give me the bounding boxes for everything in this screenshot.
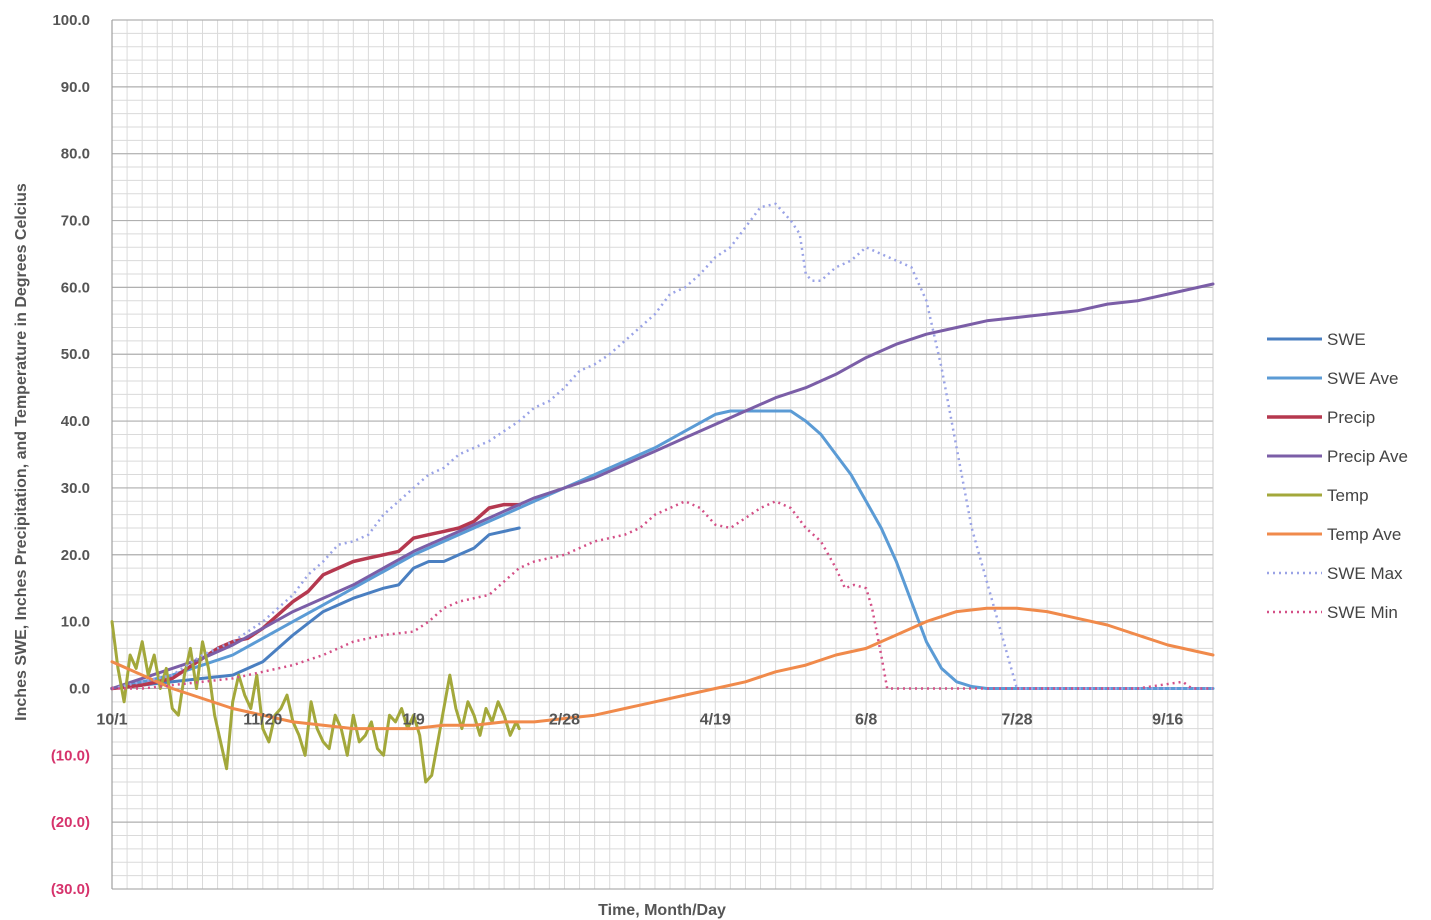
x-tick-label: 9/16 bbox=[1152, 711, 1183, 728]
x-tick-label: 2/28 bbox=[549, 711, 580, 728]
x-tick-label: 10/1 bbox=[96, 711, 127, 728]
major-gridlines bbox=[111, 19, 1214, 890]
legend-label-swe-min: SWE Min bbox=[1327, 603, 1398, 622]
y-tick-label: 60.0 bbox=[61, 279, 90, 296]
x-tick-label: 11/20 bbox=[243, 711, 282, 728]
x-axis-label: Time, Month/Day bbox=[598, 902, 726, 919]
x-tick-label: 1/9 bbox=[403, 711, 425, 728]
y-tick-label: 20.0 bbox=[61, 547, 90, 564]
y-tick-label: 70.0 bbox=[61, 213, 90, 230]
y-tick-label: 100.0 bbox=[52, 12, 90, 29]
minor-gridlines bbox=[111, 19, 1214, 890]
x-tick-label: 6/8 bbox=[855, 711, 877, 728]
y-tick-label: 50.0 bbox=[61, 346, 90, 363]
legend-label-swe-ave: SWE Ave bbox=[1327, 369, 1399, 388]
legend-label-temp: Temp bbox=[1327, 486, 1369, 505]
x-tick-label: 4/19 bbox=[700, 711, 731, 728]
series-line-temp bbox=[110, 620, 521, 784]
y-tick-label: (30.0) bbox=[51, 881, 90, 898]
y-tick-label: 90.0 bbox=[61, 79, 90, 96]
series-line-swe-max bbox=[111, 202, 1213, 690]
y-tick-label: 40.0 bbox=[61, 413, 90, 430]
legend-label-precip: Precip bbox=[1327, 408, 1375, 427]
series-line-precip-ave bbox=[110, 282, 1215, 690]
x-tick-label: 7/28 bbox=[1001, 711, 1032, 728]
y-tick-label: (10.0) bbox=[51, 747, 90, 764]
series-line-swe-ave bbox=[110, 409, 1215, 690]
series-line-swe bbox=[110, 526, 521, 690]
y-tick-label: 10.0 bbox=[61, 614, 90, 631]
series-lines bbox=[110, 202, 1215, 784]
y-tick-label: (20.0) bbox=[51, 814, 90, 831]
y-tick-labels: 100.0 90.0 80.0 70.0 60.0 50.0 40.0 30.0 20.0 10.… bbox=[51, 12, 90, 898]
legend-label-precip-ave: Precip Ave bbox=[1327, 447, 1408, 466]
x-tick-labels: 10/1 11/20 1/9 2/28 4/19 6/8 7/28 9/16 bbox=[96, 711, 1183, 728]
y-tick-label: 0.0 bbox=[69, 680, 90, 697]
legend: SWE SWE Ave Precip Precip Ave Temp Temp Ave SW… bbox=[1267, 330, 1408, 622]
y-axis-label: Inches SWE, Inches Precipitation, and Te… bbox=[13, 183, 30, 721]
y-tick-label: 80.0 bbox=[61, 146, 90, 163]
y-tick-label: 30.0 bbox=[61, 480, 90, 497]
legend-label-swe-max: SWE Max bbox=[1327, 564, 1403, 583]
series-line-temp-ave bbox=[110, 606, 1215, 731]
legend-label-temp-ave: Temp Ave bbox=[1327, 525, 1401, 544]
legend-label-swe: SWE bbox=[1327, 330, 1366, 349]
